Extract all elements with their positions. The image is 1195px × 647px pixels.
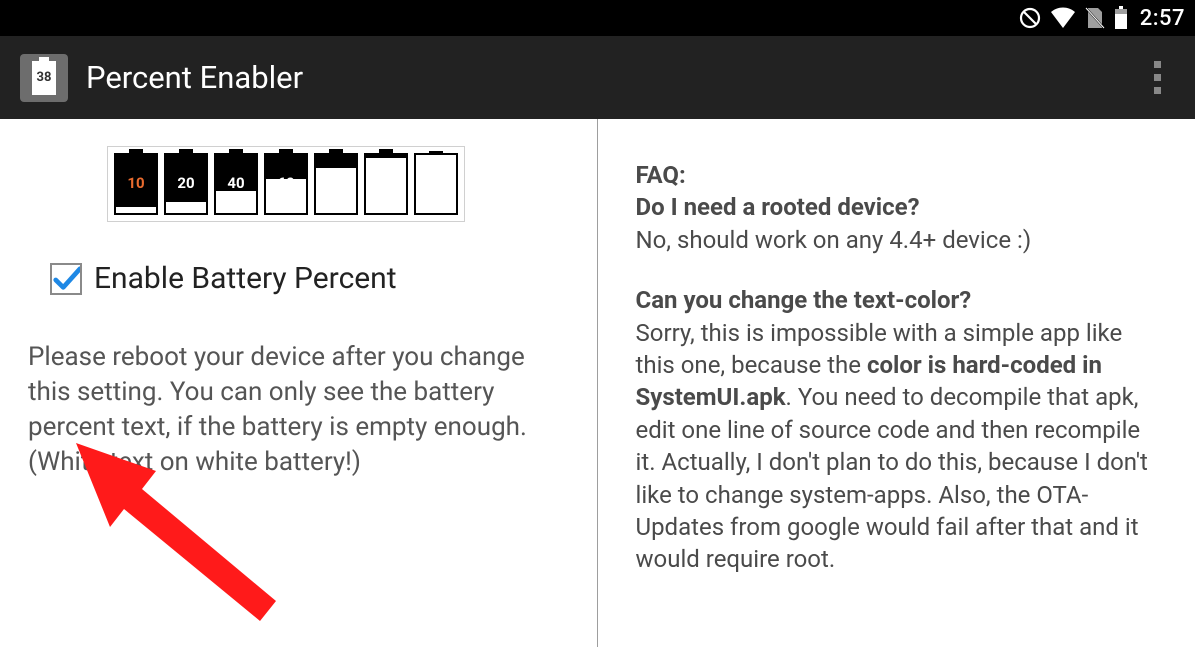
enable-percent-row[interactable]: Enable Battery Percent: [50, 261, 569, 296]
enable-percent-checkbox[interactable]: [50, 263, 82, 295]
battery-icon: [1114, 6, 1128, 30]
battery-cell: 60: [264, 153, 308, 215]
battery-cell: 80: [314, 153, 358, 215]
checkmark-icon: [52, 264, 80, 294]
faq-q2: Can you change the text-color?: [636, 286, 972, 314]
sim-off-icon: [1084, 6, 1106, 30]
instruction-text: Please reboot your device after you chan…: [28, 340, 568, 480]
left-pane: 10 20 40 60 80 99 Enable Battery Percent Plea…: [0, 119, 598, 647]
faq-block-1: FAQ: Do I need a rooted device? No, shou…: [636, 159, 1158, 256]
battery-cell: 99: [364, 153, 408, 215]
battery-preview-row: 10 20 40 60 80 99: [108, 147, 464, 221]
battery-cell: [414, 153, 458, 215]
battery-cell-label: 40: [214, 174, 258, 192]
battery-cell-label: 99: [364, 174, 408, 192]
status-bar: 2:57: [0, 0, 1195, 36]
battery-cell-label: 80: [314, 174, 358, 192]
battery-cell: 20: [164, 153, 208, 215]
app-icon-battery: 38: [32, 61, 56, 95]
faq-a2-post: . You need to decompile that apk, edit o…: [636, 383, 1148, 573]
app-title: Percent Enabler: [86, 59, 303, 96]
app-icon-number: 38: [37, 70, 52, 85]
wifi-icon: [1050, 7, 1076, 29]
battery-cell-label: 20: [164, 174, 208, 192]
overflow-menu-button[interactable]: [1139, 54, 1175, 102]
status-clock: 2:57: [1140, 6, 1185, 31]
app-icon: 38: [20, 54, 68, 102]
do-not-disturb-icon: [1018, 6, 1042, 30]
battery-cell: 40: [214, 153, 258, 215]
faq-a1: No, should work on any 4.4+ device :): [636, 226, 1032, 254]
enable-percent-label: Enable Battery Percent: [94, 261, 397, 296]
content: 10 20 40 60 80 99 Enable Battery Percent Plea…: [0, 119, 1195, 647]
battery-cell-label: 10: [114, 174, 158, 192]
faq-block-2: Can you change the text-color? Sorry, th…: [636, 284, 1158, 576]
battery-cell-label: 60: [264, 174, 308, 192]
right-pane: FAQ: Do I need a rooted device? No, shou…: [598, 119, 1195, 647]
battery-cell: 10: [114, 153, 158, 215]
faq-q1: Do I need a rooted device?: [636, 193, 920, 221]
app-bar: 38 Percent Enabler: [0, 36, 1195, 119]
faq-heading: FAQ:: [636, 161, 686, 189]
